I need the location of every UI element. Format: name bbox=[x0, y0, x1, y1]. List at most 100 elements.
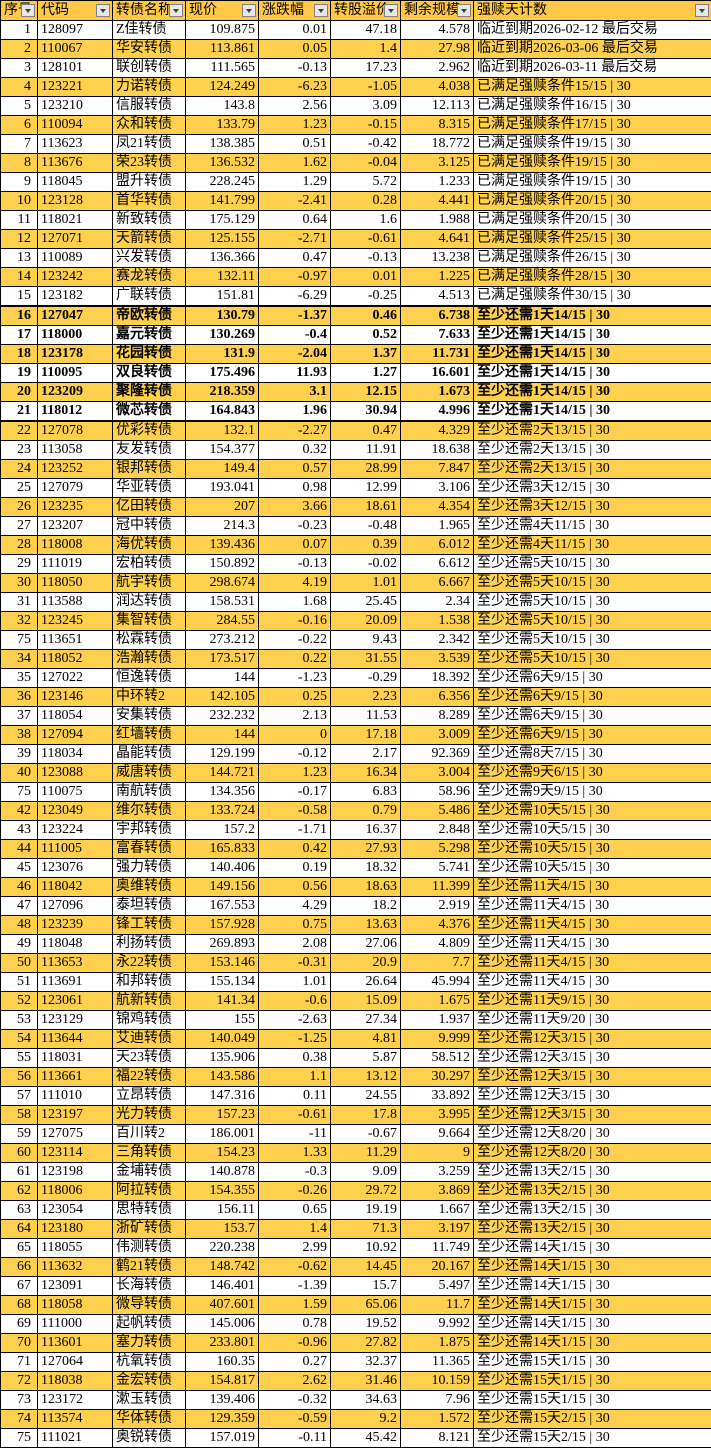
cell-bond-name[interactable]: 和邦转债 bbox=[113, 973, 186, 992]
cell-bond-name[interactable]: 金宏转债 bbox=[113, 1372, 186, 1391]
cell-change[interactable]: -1.23 bbox=[259, 669, 331, 688]
cell-change[interactable]: 1.01 bbox=[259, 973, 331, 992]
cell-bond-name[interactable]: 松霖转债 bbox=[113, 631, 186, 650]
cell-premium[interactable]: 20.09 bbox=[331, 612, 401, 631]
cell-remaining-size[interactable]: 3.009 bbox=[401, 726, 474, 745]
cell-bond-name[interactable]: 鹤21转债 bbox=[113, 1258, 186, 1277]
cell-premium[interactable]: 17.23 bbox=[331, 59, 401, 78]
cell-price[interactable]: 158.531 bbox=[186, 593, 259, 612]
cell-bond-name[interactable]: 锋工转债 bbox=[113, 916, 186, 935]
cell-code[interactable]: 118054 bbox=[38, 707, 113, 726]
cell-price[interactable]: 144 bbox=[186, 726, 259, 745]
cell-redeem-count[interactable]: 至少还需14天1/15 | 30 bbox=[474, 1277, 711, 1296]
cell-remaining-size[interactable]: 92.369 bbox=[401, 745, 474, 764]
cell-code[interactable]: 123182 bbox=[38, 287, 113, 307]
cell-seq[interactable]: 13 bbox=[1, 249, 38, 268]
cell-seq[interactable]: 57 bbox=[1, 1087, 38, 1106]
cell-change[interactable]: 1.4 bbox=[259, 1220, 331, 1239]
cell-remaining-size[interactable]: 11.7 bbox=[401, 1296, 474, 1315]
cell-premium[interactable]: -0.25 bbox=[331, 287, 401, 307]
cell-bond-name[interactable]: 优彩转债 bbox=[113, 421, 186, 441]
cell-seq[interactable]: 60 bbox=[1, 1144, 38, 1163]
cell-bond-name[interactable]: 宇邦转债 bbox=[113, 821, 186, 840]
cell-code[interactable]: 113601 bbox=[38, 1334, 113, 1353]
cell-redeem-count[interactable]: 已满足强赎条件30/15 | 30 bbox=[474, 287, 711, 307]
cell-code[interactable]: 118050 bbox=[38, 574, 113, 593]
cell-seq[interactable]: 50 bbox=[1, 954, 38, 973]
cell-redeem-count[interactable]: 至少还需5天10/15 | 30 bbox=[474, 574, 711, 593]
cell-code[interactable]: 123076 bbox=[38, 859, 113, 878]
cell-bond-name[interactable]: 伟测转债 bbox=[113, 1239, 186, 1258]
cell-bond-name[interactable]: 维尔转债 bbox=[113, 802, 186, 821]
cell-change[interactable]: 0.25 bbox=[259, 688, 331, 707]
cell-seq[interactable]: 27 bbox=[1, 517, 38, 536]
cell-redeem-count[interactable]: 至少还需1天14/15 | 30 bbox=[474, 383, 711, 402]
filter-dropdown-icon[interactable] bbox=[169, 4, 183, 17]
cell-seq[interactable]: 15 bbox=[1, 287, 38, 307]
cell-remaining-size[interactable]: 18.772 bbox=[401, 135, 474, 154]
cell-redeem-count[interactable]: 已满足强赎条件28/15 | 30 bbox=[474, 268, 711, 287]
cell-price[interactable]: 151.81 bbox=[186, 287, 259, 307]
cell-code[interactable]: 123129 bbox=[38, 1011, 113, 1030]
cell-premium[interactable]: 0.47 bbox=[331, 421, 401, 441]
cell-seq[interactable]: 49 bbox=[1, 935, 38, 954]
cell-price[interactable]: 130.269 bbox=[186, 326, 259, 345]
cell-premium[interactable]: 20.9 bbox=[331, 954, 401, 973]
cell-bond-name[interactable]: 华体转债 bbox=[113, 1410, 186, 1429]
cell-change[interactable]: -0.96 bbox=[259, 1334, 331, 1353]
cell-seq[interactable]: 72 bbox=[1, 1372, 38, 1391]
cell-redeem-count[interactable]: 至少还需9天9/15 | 30 bbox=[474, 783, 711, 802]
cell-change[interactable]: 4.19 bbox=[259, 574, 331, 593]
cell-redeem-count[interactable]: 至少还需13天2/15 | 30 bbox=[474, 1182, 711, 1201]
cell-change[interactable]: -2.27 bbox=[259, 421, 331, 441]
cell-premium[interactable]: 18.61 bbox=[331, 498, 401, 517]
cell-redeem-count[interactable]: 至少还需1天14/15 | 30 bbox=[474, 345, 711, 364]
cell-premium[interactable]: 19.52 bbox=[331, 1315, 401, 1334]
cell-code[interactable]: 127022 bbox=[38, 669, 113, 688]
filter-dropdown-icon[interactable] bbox=[21, 4, 35, 17]
cell-remaining-size[interactable]: 2.919 bbox=[401, 897, 474, 916]
cell-premium[interactable]: 6.83 bbox=[331, 783, 401, 802]
cell-price[interactable]: 136.366 bbox=[186, 249, 259, 268]
cell-bond-name[interactable]: 永22转债 bbox=[113, 954, 186, 973]
cell-seq[interactable]: 2 bbox=[1, 40, 38, 59]
cell-premium[interactable]: 1.4 bbox=[331, 40, 401, 59]
column-header-price[interactable]: 现价 bbox=[186, 1, 259, 21]
cell-code[interactable]: 127094 bbox=[38, 726, 113, 745]
cell-code[interactable]: 111010 bbox=[38, 1087, 113, 1106]
cell-price[interactable]: 160.35 bbox=[186, 1353, 259, 1372]
cell-remaining-size[interactable]: 45.994 bbox=[401, 973, 474, 992]
cell-seq[interactable]: 10 bbox=[1, 192, 38, 211]
cell-remaining-size[interactable]: 11.399 bbox=[401, 878, 474, 897]
cell-premium[interactable]: 4.81 bbox=[331, 1030, 401, 1049]
cell-code[interactable]: 123088 bbox=[38, 764, 113, 783]
cell-redeem-count[interactable]: 已满足强赎条件15/15 | 30 bbox=[474, 78, 711, 97]
cell-seq[interactable]: 39 bbox=[1, 745, 38, 764]
cell-change[interactable]: -0.31 bbox=[259, 954, 331, 973]
cell-code[interactable]: 113644 bbox=[38, 1030, 113, 1049]
cell-price[interactable]: 220.238 bbox=[186, 1239, 259, 1258]
filter-dropdown-icon[interactable] bbox=[695, 4, 709, 17]
cell-premium[interactable]: 5.72 bbox=[331, 173, 401, 192]
cell-bond-name[interactable]: 冠中转债 bbox=[113, 517, 186, 536]
cell-change[interactable]: 1.23 bbox=[259, 116, 331, 135]
cell-change[interactable]: 0.65 bbox=[259, 1201, 331, 1220]
cell-change[interactable]: -0.23 bbox=[259, 517, 331, 536]
cell-premium[interactable]: -0.02 bbox=[331, 555, 401, 574]
cell-premium[interactable]: 18.2 bbox=[331, 897, 401, 916]
cell-seq[interactable]: 22 bbox=[1, 421, 38, 441]
cell-price[interactable]: 167.553 bbox=[186, 897, 259, 916]
cell-change[interactable]: 4.29 bbox=[259, 897, 331, 916]
column-header-name[interactable]: 转债名称 bbox=[113, 1, 186, 21]
cell-change[interactable]: -0.58 bbox=[259, 802, 331, 821]
cell-redeem-count[interactable]: 至少还需11天4/15 | 30 bbox=[474, 878, 711, 897]
cell-code[interactable]: 127096 bbox=[38, 897, 113, 916]
cell-remaining-size[interactable]: 4.513 bbox=[401, 287, 474, 307]
cell-code[interactable]: 123207 bbox=[38, 517, 113, 536]
cell-remaining-size[interactable]: 1.225 bbox=[401, 268, 474, 287]
cell-premium[interactable]: 24.55 bbox=[331, 1087, 401, 1106]
cell-price[interactable]: 109.875 bbox=[186, 21, 259, 40]
cell-remaining-size[interactable]: 7.847 bbox=[401, 460, 474, 479]
cell-redeem-count[interactable]: 至少还需10天5/15 | 30 bbox=[474, 840, 711, 859]
cell-bond-name[interactable]: 漱玉转债 bbox=[113, 1391, 186, 1410]
